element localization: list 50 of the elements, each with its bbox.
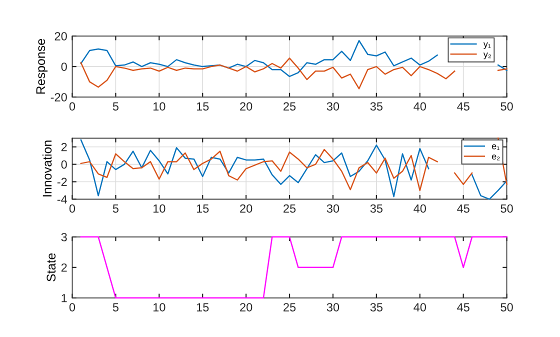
y-axis-title: Innovation: [42, 140, 52, 196]
legend-label: e₁: [492, 144, 500, 150]
legend-label: y₁: [483, 42, 491, 49]
x-tick-label: 25: [284, 204, 296, 213]
y-tick-label: 20: [54, 32, 67, 40]
y-tick-label: -20: [50, 93, 67, 102]
x-tick-label: 35: [370, 303, 383, 312]
y-tick-label: 1: [62, 294, 67, 302]
x-tick-label: 15: [196, 102, 209, 111]
x-tick-label: 20: [240, 204, 252, 213]
y-tick-label: -4: [57, 195, 68, 204]
x-tick-label: 15: [196, 303, 209, 312]
x-tick-label: 40: [414, 204, 426, 213]
x-tick-label: 50: [500, 102, 513, 111]
x-tick-label: 20: [240, 303, 252, 312]
x-tick-label: 10: [153, 303, 166, 312]
x-tick-label: 50: [500, 303, 513, 312]
x-tick-label: 30: [326, 303, 340, 312]
x-tick-label: 40: [414, 303, 426, 312]
x-tick-label: 25: [284, 303, 296, 312]
y-tick-label: 0: [61, 160, 67, 169]
legend-label: y₂: [483, 52, 491, 60]
y-tick-label: -2: [57, 178, 67, 186]
x-tick-label: 30: [326, 102, 340, 111]
x-tick-label: 45: [457, 102, 470, 111]
x-tick-label: 0: [69, 102, 76, 111]
x-tick-label: 0: [69, 303, 76, 312]
x-tick-label: 45: [457, 303, 470, 312]
y-axis-title: Response: [36, 38, 48, 94]
x-tick-label: 45: [457, 204, 470, 213]
x-tick-label: 40: [414, 102, 426, 111]
x-tick-label: 25: [284, 102, 296, 111]
legend-label: e₂: [492, 154, 500, 160]
x-tick-label: 5: [112, 303, 118, 312]
x-tick-label: 5: [112, 204, 118, 213]
x-tick-label: 0: [69, 204, 76, 213]
x-tick-label: 20: [240, 102, 252, 111]
x-tick-label: 5: [112, 102, 118, 111]
x-tick-label: 35: [370, 102, 383, 111]
y-tick-label: 2: [61, 263, 67, 272]
x-tick-label: 15: [196, 204, 209, 213]
y-tick-label: 0: [61, 62, 67, 71]
x-tick-label: 35: [370, 204, 383, 213]
y-tick-label: 3: [61, 232, 67, 242]
y-tick-label: 2: [61, 142, 67, 152]
y-axis-title: State: [46, 253, 56, 282]
x-tick-label: 10: [153, 204, 166, 213]
x-tick-label: 10: [153, 102, 166, 111]
x-tick-label: 30: [326, 204, 340, 213]
x-tick-label: 50: [500, 204, 513, 213]
